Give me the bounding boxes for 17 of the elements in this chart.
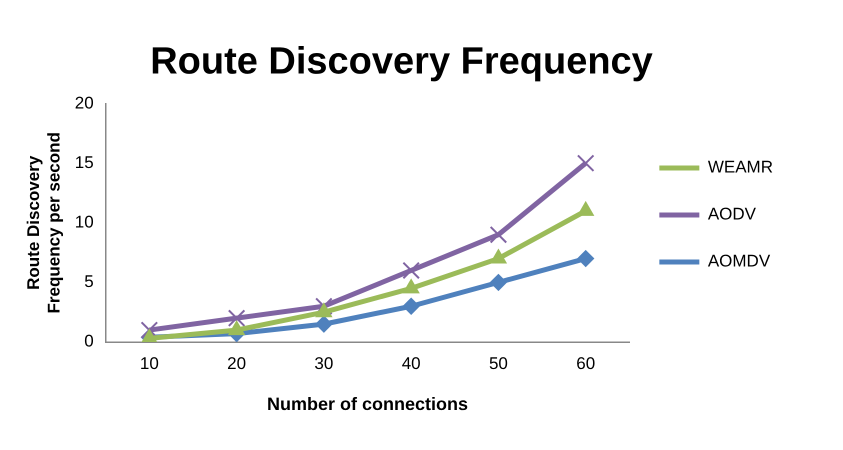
chart-title: Route Discovery Frequency bbox=[150, 40, 653, 82]
x-tick-label: 10 bbox=[140, 354, 159, 373]
legend-label: AODV bbox=[708, 204, 757, 224]
x-tick-label: 50 bbox=[488, 354, 508, 373]
x-tick-label: 40 bbox=[402, 354, 421, 373]
x-tick-label: 30 bbox=[314, 354, 334, 373]
legend-label: WEAMR bbox=[708, 158, 774, 177]
legend-label: AOMDV bbox=[708, 252, 771, 271]
y-tick-label: 5 bbox=[84, 272, 94, 292]
x-tick-label: 60 bbox=[576, 354, 596, 373]
y-tick-label: 20 bbox=[74, 93, 94, 112]
y-tick-label: 15 bbox=[74, 152, 94, 172]
y-tick-label: 0 bbox=[84, 332, 94, 351]
x-axis-title: Number of connections bbox=[267, 394, 468, 414]
y-axis-title: Route Discovery Frequency per second bbox=[24, 132, 64, 314]
y-tick-label: 10 bbox=[74, 212, 94, 232]
x-tick-label: 20 bbox=[227, 354, 246, 373]
